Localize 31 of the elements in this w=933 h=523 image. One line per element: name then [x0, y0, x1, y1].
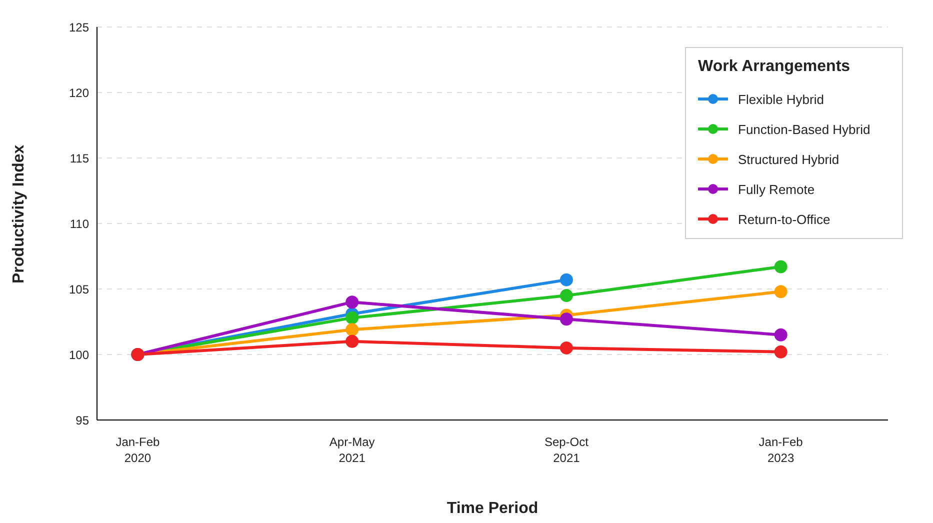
x-tick-label: Jan-Feb 2020 [116, 435, 160, 465]
point [774, 345, 788, 358]
point [560, 289, 573, 302]
y-tick-label: 110 [70, 216, 90, 231]
point [560, 273, 573, 286]
point [346, 311, 359, 324]
x-tick-label: Jan-Feb 2023 [758, 435, 804, 465]
y-tick-label: 115 [70, 151, 90, 166]
point [560, 312, 573, 326]
point [346, 323, 359, 336]
point [560, 341, 573, 354]
legend-label: Function-Based Hybrid [738, 122, 870, 136]
y-tick-label: 120 [68, 86, 90, 100]
point [346, 296, 359, 309]
point [774, 260, 788, 274]
legend-label: Fully Remote [738, 182, 815, 196]
point [774, 285, 788, 298]
x-axis-title: Time Period [446, 500, 538, 517]
y-tick-label: 95 [76, 413, 90, 428]
y-axis-title: Productivity Index [10, 144, 28, 284]
x-tick-label: Apr-May 2021 [329, 435, 375, 465]
legend-label: Flexible Hybrid [738, 92, 824, 106]
legend-title: Work Arrangements [698, 57, 852, 77]
legend-label: Return-to-Office [738, 212, 830, 226]
x-tick-label: Sep-Oct 2021 [544, 435, 590, 465]
y-tick-label: 105 [68, 282, 90, 296]
point [346, 334, 359, 348]
y-tick-label: 125 [68, 20, 90, 34]
point [774, 328, 788, 342]
y-tick-label: 100 [68, 348, 90, 362]
legend-label: Structured Hybrid [738, 152, 840, 166]
